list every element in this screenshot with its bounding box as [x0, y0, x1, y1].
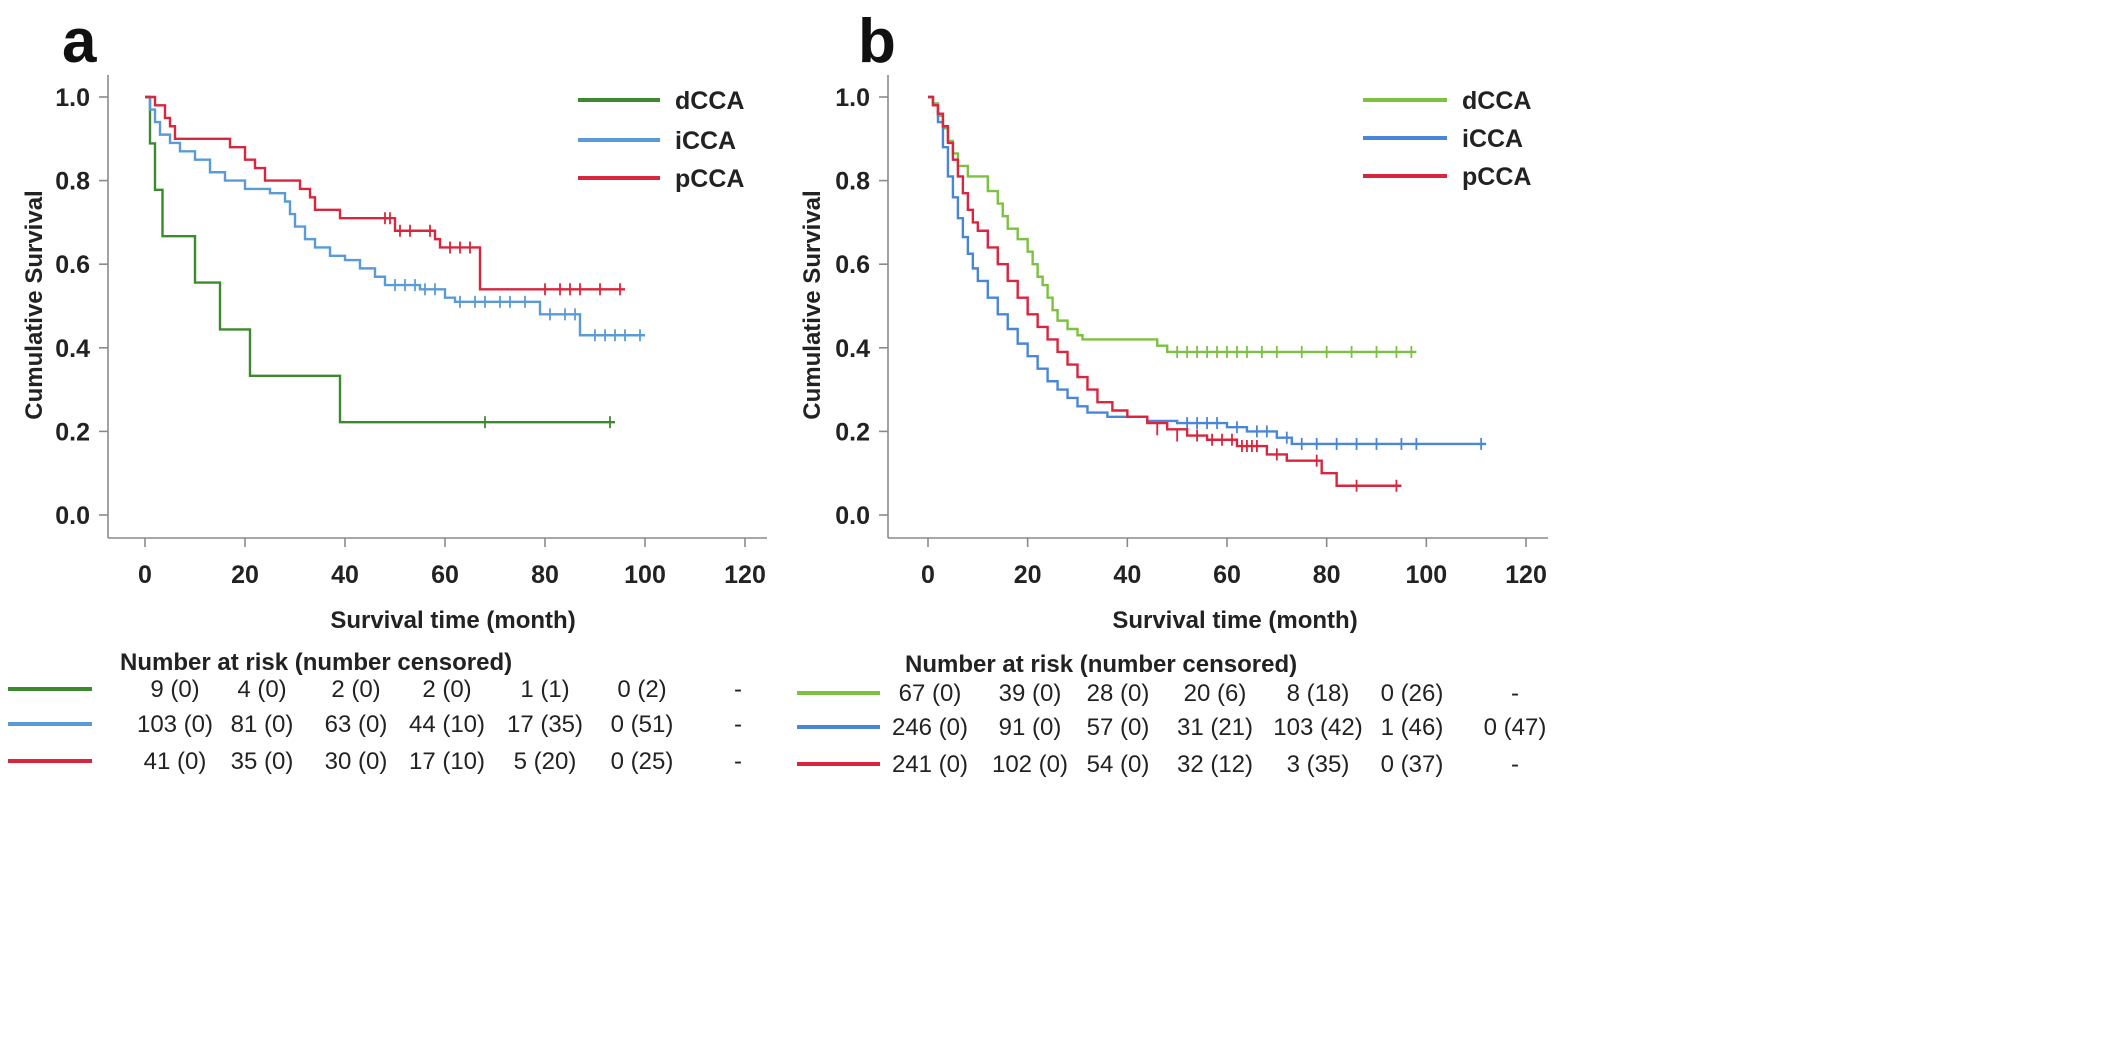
- y-tick-label: 0.6: [835, 251, 870, 279]
- legend-label-pcca: pCCA: [675, 165, 744, 193]
- y-tick-label: 0.2: [835, 418, 870, 446]
- risk-cell: 0 (2): [617, 676, 666, 703]
- risk-cell: 0 (37): [1381, 751, 1444, 778]
- risk-cell: 4 (0): [237, 676, 286, 703]
- x-axis-title: Survival time (month): [1112, 607, 1357, 634]
- x-tick-label: 0: [921, 561, 935, 589]
- x-tick-label: 60: [1213, 561, 1241, 589]
- risk-cell: 63 (0): [325, 711, 388, 738]
- x-tick-label: 80: [531, 561, 559, 589]
- risk-table-title: Number at risk (number censored): [120, 649, 512, 676]
- y-tick-label: 0.0: [835, 502, 870, 530]
- risk-cell: 54 (0): [1087, 751, 1150, 778]
- risk-cell: 2 (0): [422, 676, 471, 703]
- x-tick-label: 60: [431, 561, 459, 589]
- risk-cell: 32 (12): [1177, 751, 1253, 778]
- risk-cell: 102 (0): [992, 751, 1068, 778]
- y-tick-label: 0.8: [835, 168, 870, 196]
- risk-cell: 20 (6): [1184, 680, 1247, 707]
- risk-cell: 30 (0): [325, 748, 388, 775]
- risk-cell: -: [1511, 680, 1519, 707]
- risk-cell: 5 (20): [514, 748, 577, 775]
- risk-table-title: Number at risk (number censored): [905, 651, 1297, 678]
- risk-cell: 2 (0): [331, 676, 380, 703]
- risk-cell: 1 (46): [1381, 714, 1444, 741]
- risk-cell: -: [1511, 751, 1519, 778]
- y-tick-label: 1.0: [835, 84, 870, 112]
- legend-label-icca: iCCA: [1462, 125, 1523, 153]
- risk-cell: 81 (0): [231, 711, 294, 738]
- risk-cell: 17 (35): [507, 711, 583, 738]
- y-tick-label: 0.4: [835, 335, 870, 363]
- y-tick-label: 0.6: [55, 251, 90, 279]
- y-tick-label: 0.0: [55, 502, 90, 530]
- panel-label-a: a: [62, 7, 97, 76]
- x-tick-label: 120: [724, 561, 766, 589]
- y-tick-label: 0.2: [55, 418, 90, 446]
- panel-label-b: b: [858, 7, 896, 76]
- survival-curve-pcca: [145, 95, 625, 291]
- risk-cell: -: [734, 676, 742, 703]
- risk-cell: 0 (26): [1381, 680, 1444, 707]
- risk-cell: 103 (0): [137, 711, 213, 738]
- risk-cell: 0 (25): [611, 748, 674, 775]
- x-tick-label: 20: [231, 561, 259, 589]
- risk-cell: 39 (0): [999, 680, 1062, 707]
- risk-cell: 35 (0): [231, 748, 294, 775]
- risk-cell: 3 (35): [1287, 751, 1350, 778]
- risk-cell: 1 (1): [520, 676, 569, 703]
- x-tick-label: 40: [1113, 561, 1141, 589]
- x-tick-label: 120: [1505, 561, 1547, 589]
- y-tick-label: 0.8: [55, 168, 90, 196]
- risk-cell: 0 (51): [611, 711, 674, 738]
- risk-cell: 241 (0): [892, 751, 968, 778]
- legend-label-dcca: dCCA: [675, 87, 744, 115]
- panel-a: 0 20 40 60 80 100 120 0.0 0.2 0.4 0.6 0.8 1.0 Surviva…: [8, 75, 767, 775]
- survival-curve-pcca: [928, 95, 1402, 487]
- x-tick-label: 80: [1313, 561, 1341, 589]
- risk-cell: 8 (18): [1287, 680, 1350, 707]
- risk-cell: 41 (0): [144, 748, 207, 775]
- risk-cell: 28 (0): [1087, 680, 1150, 707]
- survival-curve-icca: [928, 95, 1487, 446]
- legend-label-pcca: pCCA: [1462, 163, 1531, 191]
- y-tick-label: 0.4: [55, 335, 90, 363]
- legend-label-dcca: dCCA: [1462, 87, 1531, 115]
- x-axis-title: Survival time (month): [330, 607, 575, 634]
- x-tick-label: 20: [1014, 561, 1042, 589]
- risk-cell: -: [734, 748, 742, 775]
- risk-cell: 44 (10): [409, 711, 485, 738]
- risk-cell: 57 (0): [1087, 714, 1150, 741]
- y-axis-title: Cumulative Survival: [21, 190, 48, 419]
- risk-cell: 91 (0): [999, 714, 1062, 741]
- y-axis-title: Cumulative Survival: [799, 190, 826, 419]
- survival-curve-dcca: [145, 95, 615, 424]
- risk-cell: 0 (47): [1484, 714, 1547, 741]
- risk-cell: 103 (42): [1273, 714, 1362, 741]
- risk-cell: 17 (10): [409, 748, 485, 775]
- y-tick-label: 1.0: [55, 84, 90, 112]
- risk-cell: -: [734, 711, 742, 738]
- survival-curve-icca: [145, 95, 645, 337]
- risk-cell: 9 (0): [150, 676, 199, 703]
- panel-b: 0 20 40 60 80 100 120 0.0 0.2 0.4 0.6 0.8 1.0 Surviva…: [797, 75, 1548, 778]
- x-tick-label: 0: [138, 561, 152, 589]
- x-tick-label: 100: [624, 561, 666, 589]
- x-tick-label: 100: [1405, 561, 1447, 589]
- risk-cell: 31 (21): [1177, 714, 1253, 741]
- legend-label-icca: iCCA: [675, 127, 736, 155]
- risk-cell: 246 (0): [892, 714, 968, 741]
- x-tick-label: 40: [331, 561, 359, 589]
- risk-cell: 67 (0): [899, 680, 962, 707]
